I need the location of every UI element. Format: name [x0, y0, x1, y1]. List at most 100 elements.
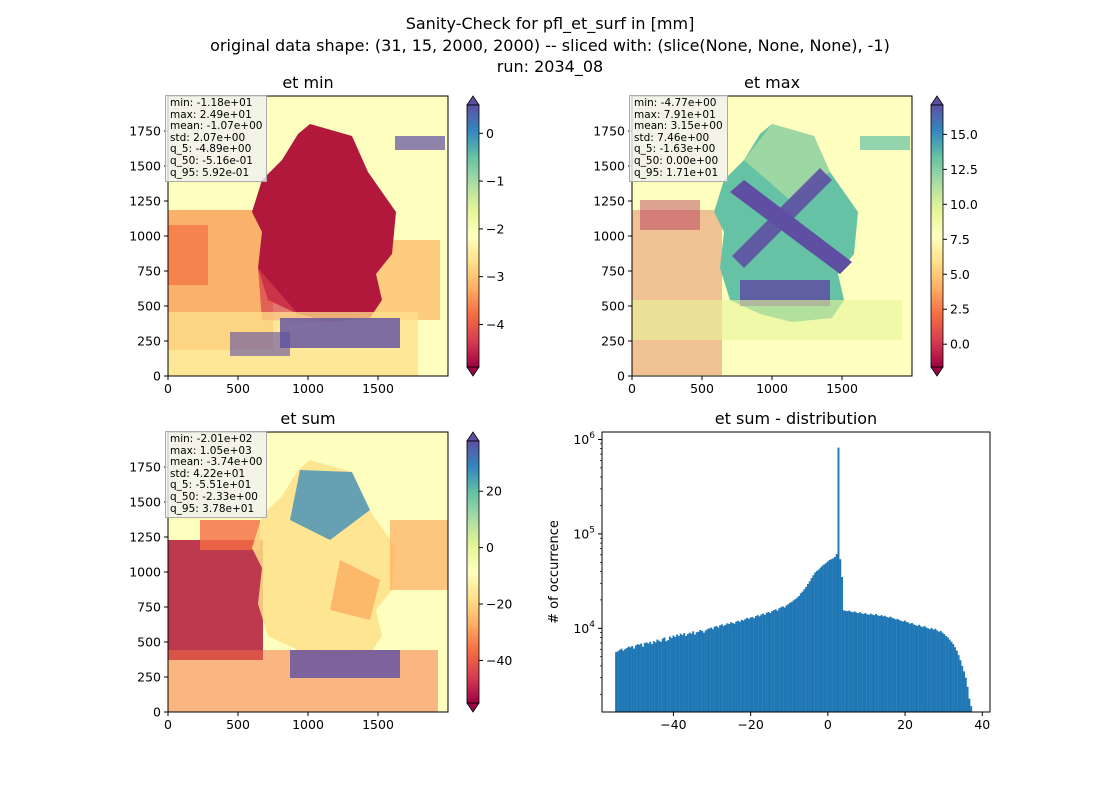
histogram-bar [887, 617, 890, 712]
histogram-bar [747, 618, 750, 712]
histogram-bar [701, 630, 704, 712]
y-tick-label: 250 [137, 334, 161, 349]
histogram-bar [625, 647, 628, 712]
histogram-bar [828, 559, 831, 712]
histogram-bar [733, 623, 736, 712]
histogram-bar [919, 626, 922, 712]
y-tick-label: 0 [617, 369, 625, 384]
histogram-bar [692, 631, 695, 712]
histogram-bar [844, 610, 847, 712]
histogram-bar [835, 554, 838, 712]
y-tick-label: 1500 [129, 495, 161, 510]
colorbar-tick-label: −3 [486, 269, 504, 284]
histogram-bar [663, 637, 666, 712]
colorbar-tick-label: −20 [486, 597, 512, 612]
histogram-bar [738, 621, 741, 712]
histogram-bar [909, 623, 912, 712]
histogram-bar [902, 621, 904, 712]
histogram-bar [676, 634, 679, 712]
stats-line: std: 7.46e+00 [634, 131, 710, 144]
figure-title-line-1: Sanity-Check for pfl_et_surf in [mm] [405, 14, 695, 33]
histogram-bar [961, 665, 964, 712]
histogram-bar [615, 652, 618, 712]
x-tick-label: 1500 [362, 717, 394, 732]
histogram-bar [957, 655, 960, 712]
histogram-bar [729, 622, 732, 712]
histogram-bar [710, 627, 713, 712]
histogram-bar [744, 619, 747, 712]
histogram-bar [807, 583, 809, 712]
histogram-bar [672, 635, 675, 712]
histogram-bar [706, 629, 709, 712]
colorbar-tick-label: 7.5 [950, 232, 970, 247]
histogram-bar [893, 618, 896, 712]
histogram-bar [704, 630, 707, 712]
stats-box-et-sum: min: -2.01e+02 max: 1.05e+03 mean: -3.74e+… [165, 431, 268, 519]
histogram-bar [719, 625, 722, 712]
x-tick-label: 0 [164, 381, 172, 396]
histogram-bar [618, 649, 621, 712]
histogram-bar [937, 631, 940, 712]
histogram-bar [921, 627, 924, 712]
x-tick-label: 20 [897, 717, 913, 732]
histogram-bar [702, 632, 705, 712]
histogram-bar [717, 627, 720, 712]
histogram-bar [715, 625, 718, 712]
y-tick-label: 1500 [593, 159, 625, 174]
histogram-bar [946, 637, 949, 712]
histogram-bar [808, 581, 811, 712]
heatmap-image [168, 96, 448, 376]
histogram-bar [814, 572, 817, 712]
histogram-bar [873, 615, 876, 712]
panel-title: et min [282, 73, 333, 92]
panel-et-sum-distribution: et sum - distribution −40 −20 0 20 40 104 105 1… [547, 409, 991, 732]
colorbar-extend-min [930, 366, 944, 377]
histogram-bar [634, 645, 637, 712]
histogram-bar [889, 616, 892, 712]
histogram-bar [762, 613, 765, 712]
stats-line: q_95: 1.71e+01 [634, 166, 719, 179]
histogram-bar [907, 622, 910, 712]
histogram-bar [711, 629, 714, 712]
histogram-bar [939, 630, 942, 712]
y-tick-label: 500 [137, 299, 161, 314]
stats-line: q_50: 0.00e+00 [634, 154, 719, 167]
histogram-bar [885, 616, 888, 712]
histogram-bar [643, 642, 646, 712]
histogram-bar [869, 613, 872, 712]
histogram-bar [928, 629, 931, 712]
y-tick-label: 106 [573, 431, 595, 447]
histogram-bar [697, 631, 700, 712]
histogram-bar [799, 593, 802, 712]
histogram-bar [731, 622, 734, 712]
stats-line: mean: -3.74e+00 [170, 456, 263, 469]
histogram-bar [695, 632, 698, 712]
histogram-bar [824, 563, 827, 712]
histogram-bar [878, 616, 881, 712]
histogram-bar [753, 618, 756, 712]
figure-title-line-2: original data shape: (31, 15, 2000, 2000… [210, 36, 890, 55]
y-tick-label: 500 [601, 299, 625, 314]
histogram-bar [912, 624, 915, 712]
x-tick-label: −20 [737, 717, 763, 732]
histogram-bar [645, 642, 648, 712]
histogram-bar [855, 612, 858, 712]
histogram-bar [851, 612, 854, 712]
histogram-bar [746, 617, 748, 712]
panel-title: et sum [280, 409, 335, 428]
stats-line: mean: -1.07e+00 [170, 120, 263, 133]
histogram-bar [656, 639, 659, 712]
histogram-bar [853, 611, 856, 712]
histogram-bar [668, 636, 671, 712]
histogram-bar [830, 559, 833, 712]
x-tick-label: 40 [974, 717, 990, 732]
x-tick-label: 0 [824, 717, 832, 732]
histogram-bar [780, 607, 783, 712]
histogram-bar [640, 643, 643, 712]
histogram-bar [708, 628, 711, 712]
histogram-bar [642, 646, 644, 712]
histogram-bar [679, 633, 682, 712]
histogram-bar [882, 616, 885, 712]
histogram-bar [726, 623, 729, 712]
colorbar-tick-label: 0.0 [950, 337, 970, 352]
